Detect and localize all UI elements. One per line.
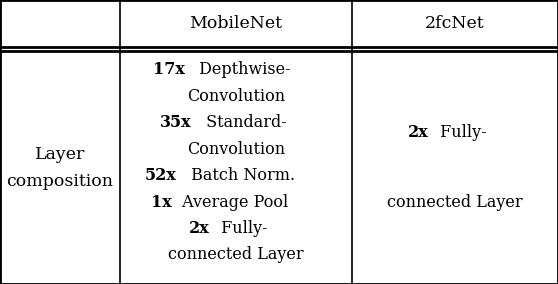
Text: Batch Norm.: Batch Norm. — [186, 167, 295, 184]
Text: 35x: 35x — [160, 114, 191, 131]
Text: 2fcNet: 2fcNet — [425, 15, 484, 32]
Text: Standard-: Standard- — [201, 114, 287, 131]
Text: Fully-: Fully- — [216, 220, 267, 237]
Text: connected Layer: connected Layer — [168, 247, 304, 264]
Text: 1x: 1x — [151, 194, 171, 210]
Text: 17x: 17x — [153, 61, 185, 78]
Text: Convolution: Convolution — [187, 88, 285, 105]
Text: Layer
composition: Layer composition — [7, 145, 113, 190]
Text: connected Layer: connected Layer — [387, 194, 523, 211]
Text: 2x: 2x — [408, 124, 429, 141]
Text: 2x: 2x — [189, 220, 210, 237]
Text: Fully-: Fully- — [435, 124, 487, 141]
Text: Depthwise-: Depthwise- — [194, 61, 291, 78]
Text: MobileNet: MobileNet — [189, 15, 282, 32]
Text: 52x: 52x — [145, 167, 177, 184]
Text: Convolution: Convolution — [187, 141, 285, 158]
Text: Average Pool: Average Pool — [177, 194, 288, 210]
